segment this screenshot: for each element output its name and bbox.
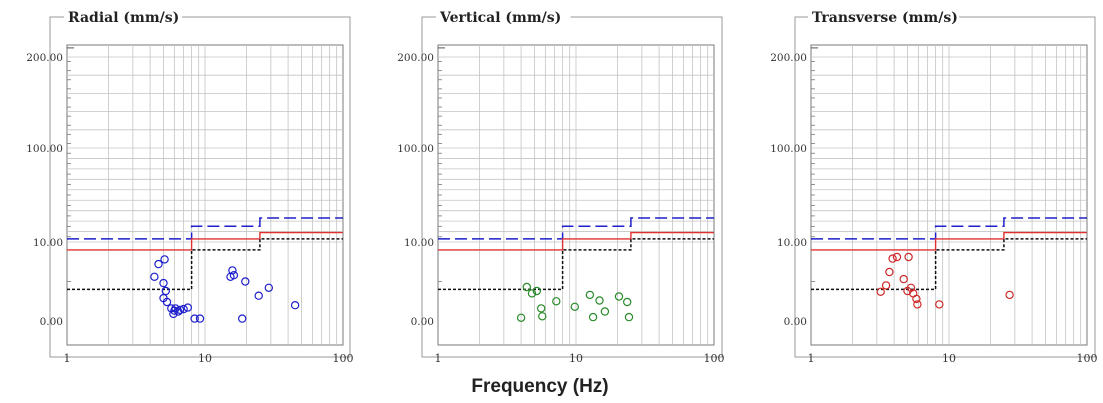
limit-line-solid <box>811 231 1087 251</box>
data-point <box>623 297 632 307</box>
data-point <box>537 304 546 313</box>
data-point <box>904 252 913 262</box>
x-tick-label: 10 <box>942 352 956 365</box>
chart-transverse: Transverse (mm/s) 200.00 100.00 10.00 0.00 1 1… <box>770 9 1098 365</box>
grid-lines <box>438 45 714 345</box>
y-tick-label: 0.00 <box>40 316 63 328</box>
data-point <box>538 312 547 321</box>
panel-frame <box>421 16 723 358</box>
data-point <box>175 305 185 315</box>
panel-frame <box>49 16 351 358</box>
title-gap <box>808 9 960 25</box>
data-point <box>264 283 273 292</box>
data-point <box>570 302 580 311</box>
data-point <box>876 287 885 296</box>
data-point <box>885 267 894 277</box>
y-minor-ticks <box>67 47 74 282</box>
x-tick-label: 10 <box>198 352 212 365</box>
data-point <box>254 291 263 300</box>
data-point <box>150 272 159 281</box>
data-point <box>1005 290 1014 300</box>
limit-line-dashed <box>438 217 714 240</box>
data-point <box>913 300 922 309</box>
y-tick-label: 10.00 <box>33 237 63 249</box>
x-tick-label: 100 <box>1077 352 1098 365</box>
x-tick-label: 1 <box>808 352 815 365</box>
chart-title: Transverse (mm/s) <box>812 10 958 26</box>
data-point <box>552 297 561 306</box>
data-point <box>595 296 604 305</box>
y-tick-label: 0.00 <box>784 316 807 328</box>
y-tick-label: 10.00 <box>777 237 807 249</box>
chart-radial: Radial (mm/s) 200.00 100.00 10.00 0.00 1 10 100 <box>26 9 354 365</box>
y-tick-label: 10.00 <box>404 237 434 249</box>
data-point <box>290 301 300 310</box>
data-point <box>183 303 192 312</box>
data-point <box>624 312 634 322</box>
data-point <box>162 297 172 307</box>
y-tick-label: 200.00 <box>26 52 63 64</box>
data-point <box>190 314 199 323</box>
chart-title: Radial (mm/s) <box>68 10 179 26</box>
data-point <box>154 259 163 269</box>
limit-line-dashed <box>811 217 1087 240</box>
data-points <box>516 282 634 322</box>
data-point <box>912 294 921 304</box>
data-point <box>600 307 610 316</box>
data-point <box>585 290 595 300</box>
data-point <box>241 277 250 286</box>
limit-line-dotted <box>811 238 1087 291</box>
data-point <box>899 274 908 284</box>
limit-line-solid <box>67 231 343 251</box>
y-minor-ticks <box>438 47 445 282</box>
data-point <box>888 254 897 263</box>
y-tick-label: 100.00 <box>397 143 434 155</box>
y-tick-label: 100.00 <box>770 143 807 155</box>
data-point <box>892 252 902 262</box>
title-gap <box>436 9 571 25</box>
y-minor-ticks <box>811 47 818 282</box>
title-gap <box>64 9 182 25</box>
data-point <box>159 278 168 288</box>
limit-line-dashed <box>67 217 343 240</box>
y-tick-label: 100.00 <box>26 143 63 155</box>
data-point <box>522 282 532 292</box>
grid-lines <box>811 45 1087 345</box>
data-point <box>174 307 183 316</box>
y-tick-label: 200.00 <box>397 52 434 64</box>
data-point <box>237 314 247 323</box>
x-tick-label: 1 <box>64 352 71 365</box>
data-point <box>532 286 542 296</box>
y-tick-label: 0.00 <box>411 316 434 328</box>
limit-line-dotted <box>67 238 343 291</box>
data-point <box>614 292 624 301</box>
data-point <box>195 314 205 323</box>
chart-vertical: Vertical (mm/s) 200.00 100.00 10.00 0.00 1 10 1… <box>397 9 725 365</box>
x-tick-label: 100 <box>704 352 725 365</box>
data-points <box>876 252 1014 309</box>
data-point <box>516 313 526 322</box>
chart-title: Vertical (mm/s) <box>439 10 561 26</box>
limit-line-solid <box>438 231 714 251</box>
data-point <box>229 271 239 280</box>
limit-line-dotted <box>438 238 714 291</box>
data-point <box>588 312 598 322</box>
data-point <box>527 289 537 298</box>
grid-lines <box>67 45 343 345</box>
x-tick-label: 100 <box>333 352 354 365</box>
y-tick-label: 200.00 <box>770 52 807 64</box>
x-tick-label: 10 <box>569 352 583 365</box>
data-point <box>906 283 916 292</box>
data-points <box>150 255 300 323</box>
x-axis-label: Frequency (Hz) <box>471 376 608 397</box>
data-point <box>179 304 188 314</box>
data-point <box>228 266 237 275</box>
data-point <box>935 300 944 309</box>
data-point <box>160 255 169 264</box>
data-point <box>881 281 891 290</box>
x-tick-label: 1 <box>435 352 442 365</box>
